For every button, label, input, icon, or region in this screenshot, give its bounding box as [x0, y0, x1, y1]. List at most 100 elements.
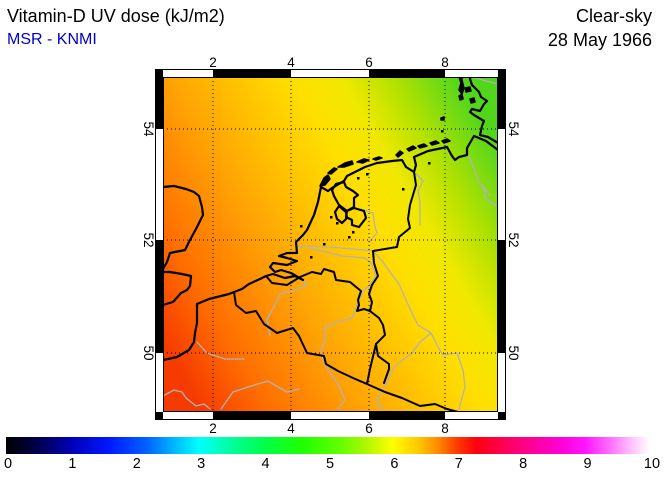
colorbar-tick-label: 0 — [4, 456, 12, 472]
colorbar-tick-label: 10 — [644, 456, 660, 472]
frame-zebra-right — [498, 353, 505, 412]
colorbar-tick-label: 9 — [584, 456, 592, 472]
island — [406, 145, 417, 152]
lon-tick-label-top: 4 — [287, 55, 295, 70]
colorbar-tick-label: 7 — [455, 456, 463, 472]
river — [310, 248, 377, 410]
lat-tick-label-left: 52 — [141, 232, 156, 247]
lon-tick-label-bottom: 2 — [209, 421, 217, 436]
frame-zebra-top — [163, 70, 213, 77]
country-border — [265, 268, 371, 312]
colorbar-tick-label: 3 — [197, 456, 205, 472]
lat-tick-label-left: 50 — [141, 345, 156, 360]
country-border — [366, 343, 377, 385]
river — [467, 154, 491, 197]
frame-zebra-bottom — [291, 412, 369, 419]
lon-tick-label-bottom: 8 — [441, 421, 449, 436]
frame-corner — [498, 70, 505, 77]
lon-tick-label-top: 8 — [441, 55, 449, 70]
frame-zebra-top — [291, 70, 369, 77]
colorbar-tick-label: 2 — [133, 456, 141, 472]
river — [163, 389, 211, 410]
country-border — [233, 291, 459, 412]
colorbar-tick-label: 6 — [390, 456, 398, 472]
island — [327, 167, 338, 175]
map-speck — [348, 236, 351, 239]
frame-zebra-left — [156, 129, 163, 240]
island — [395, 150, 404, 158]
map-speck — [336, 222, 339, 225]
coastline — [163, 270, 193, 307]
frame-zebra-top — [213, 70, 291, 77]
frame-corner — [156, 70, 163, 77]
frame-zebra-right — [498, 77, 505, 129]
coastline — [333, 204, 349, 225]
frame-zebra-right — [498, 240, 505, 353]
river — [295, 245, 374, 252]
coastline — [163, 134, 498, 362]
lon-tick-label-bottom: 6 — [365, 421, 373, 436]
frame-zebra-top — [445, 70, 498, 77]
frame-zebra-bottom — [213, 412, 291, 419]
map-speck — [357, 177, 360, 180]
frame-corner — [498, 412, 505, 419]
island — [464, 86, 472, 93]
map-speck — [402, 188, 405, 191]
river — [360, 208, 378, 243]
map-speck — [441, 130, 444, 133]
river — [196, 341, 245, 360]
lon-tick-label-bottom: 4 — [287, 421, 295, 436]
lat-tick-label-right: 54 — [506, 121, 521, 137]
colorbar-tick-label: 5 — [326, 456, 334, 472]
date-label: 28 May 1966 — [547, 30, 652, 50]
frame-zebra-left — [156, 77, 163, 129]
lon-tick-label-top: 2 — [209, 55, 217, 70]
colorbar-tick-label: 8 — [519, 456, 527, 472]
uv-field — [163, 77, 498, 412]
coastline — [330, 180, 360, 213]
plot-title: Vitamin-D UV dose (kJ/m2) — [7, 6, 225, 26]
map-speck — [310, 256, 313, 259]
coastline — [163, 184, 205, 271]
map-speck — [428, 162, 431, 165]
frame-zebra-top — [369, 70, 445, 77]
sky-condition-label: Clear-sky — [575, 6, 652, 26]
river — [481, 184, 498, 208]
lon-tick-label-top: 6 — [365, 55, 373, 70]
colorbar — [6, 437, 650, 454]
map-speck — [366, 173, 369, 176]
map-speck — [300, 225, 303, 228]
river — [220, 380, 300, 410]
country-border — [368, 171, 417, 312]
island — [417, 143, 428, 149]
colorbar-tick-label: 1 — [68, 456, 76, 472]
river — [266, 276, 308, 337]
lat-tick-label-right: 52 — [506, 232, 521, 247]
island — [429, 140, 440, 146]
coastline — [468, 77, 498, 145]
island — [356, 158, 370, 164]
lat-tick-label-right: 50 — [506, 345, 521, 360]
island — [440, 116, 445, 121]
data-source-label: MSR - KNMI — [7, 31, 97, 48]
island — [337, 160, 354, 168]
river — [372, 250, 466, 410]
island — [469, 97, 476, 104]
colorbar-tick-label: 4 — [262, 456, 270, 472]
map-speck — [323, 243, 326, 246]
frame-zebra-left — [156, 353, 163, 412]
river — [375, 332, 432, 410]
frame-zebra-bottom — [163, 412, 213, 419]
frame-zebra-left — [156, 240, 163, 353]
frame-zebra-right — [498, 129, 505, 240]
frame-zebra-bottom — [369, 412, 445, 419]
island — [319, 174, 331, 187]
frame-outer-line — [155, 69, 506, 420]
map-layers — [163, 77, 498, 412]
island — [441, 138, 451, 144]
map-speck — [352, 231, 355, 234]
frame-zebra-bottom — [445, 412, 498, 419]
frame-inner-line — [163, 77, 498, 412]
